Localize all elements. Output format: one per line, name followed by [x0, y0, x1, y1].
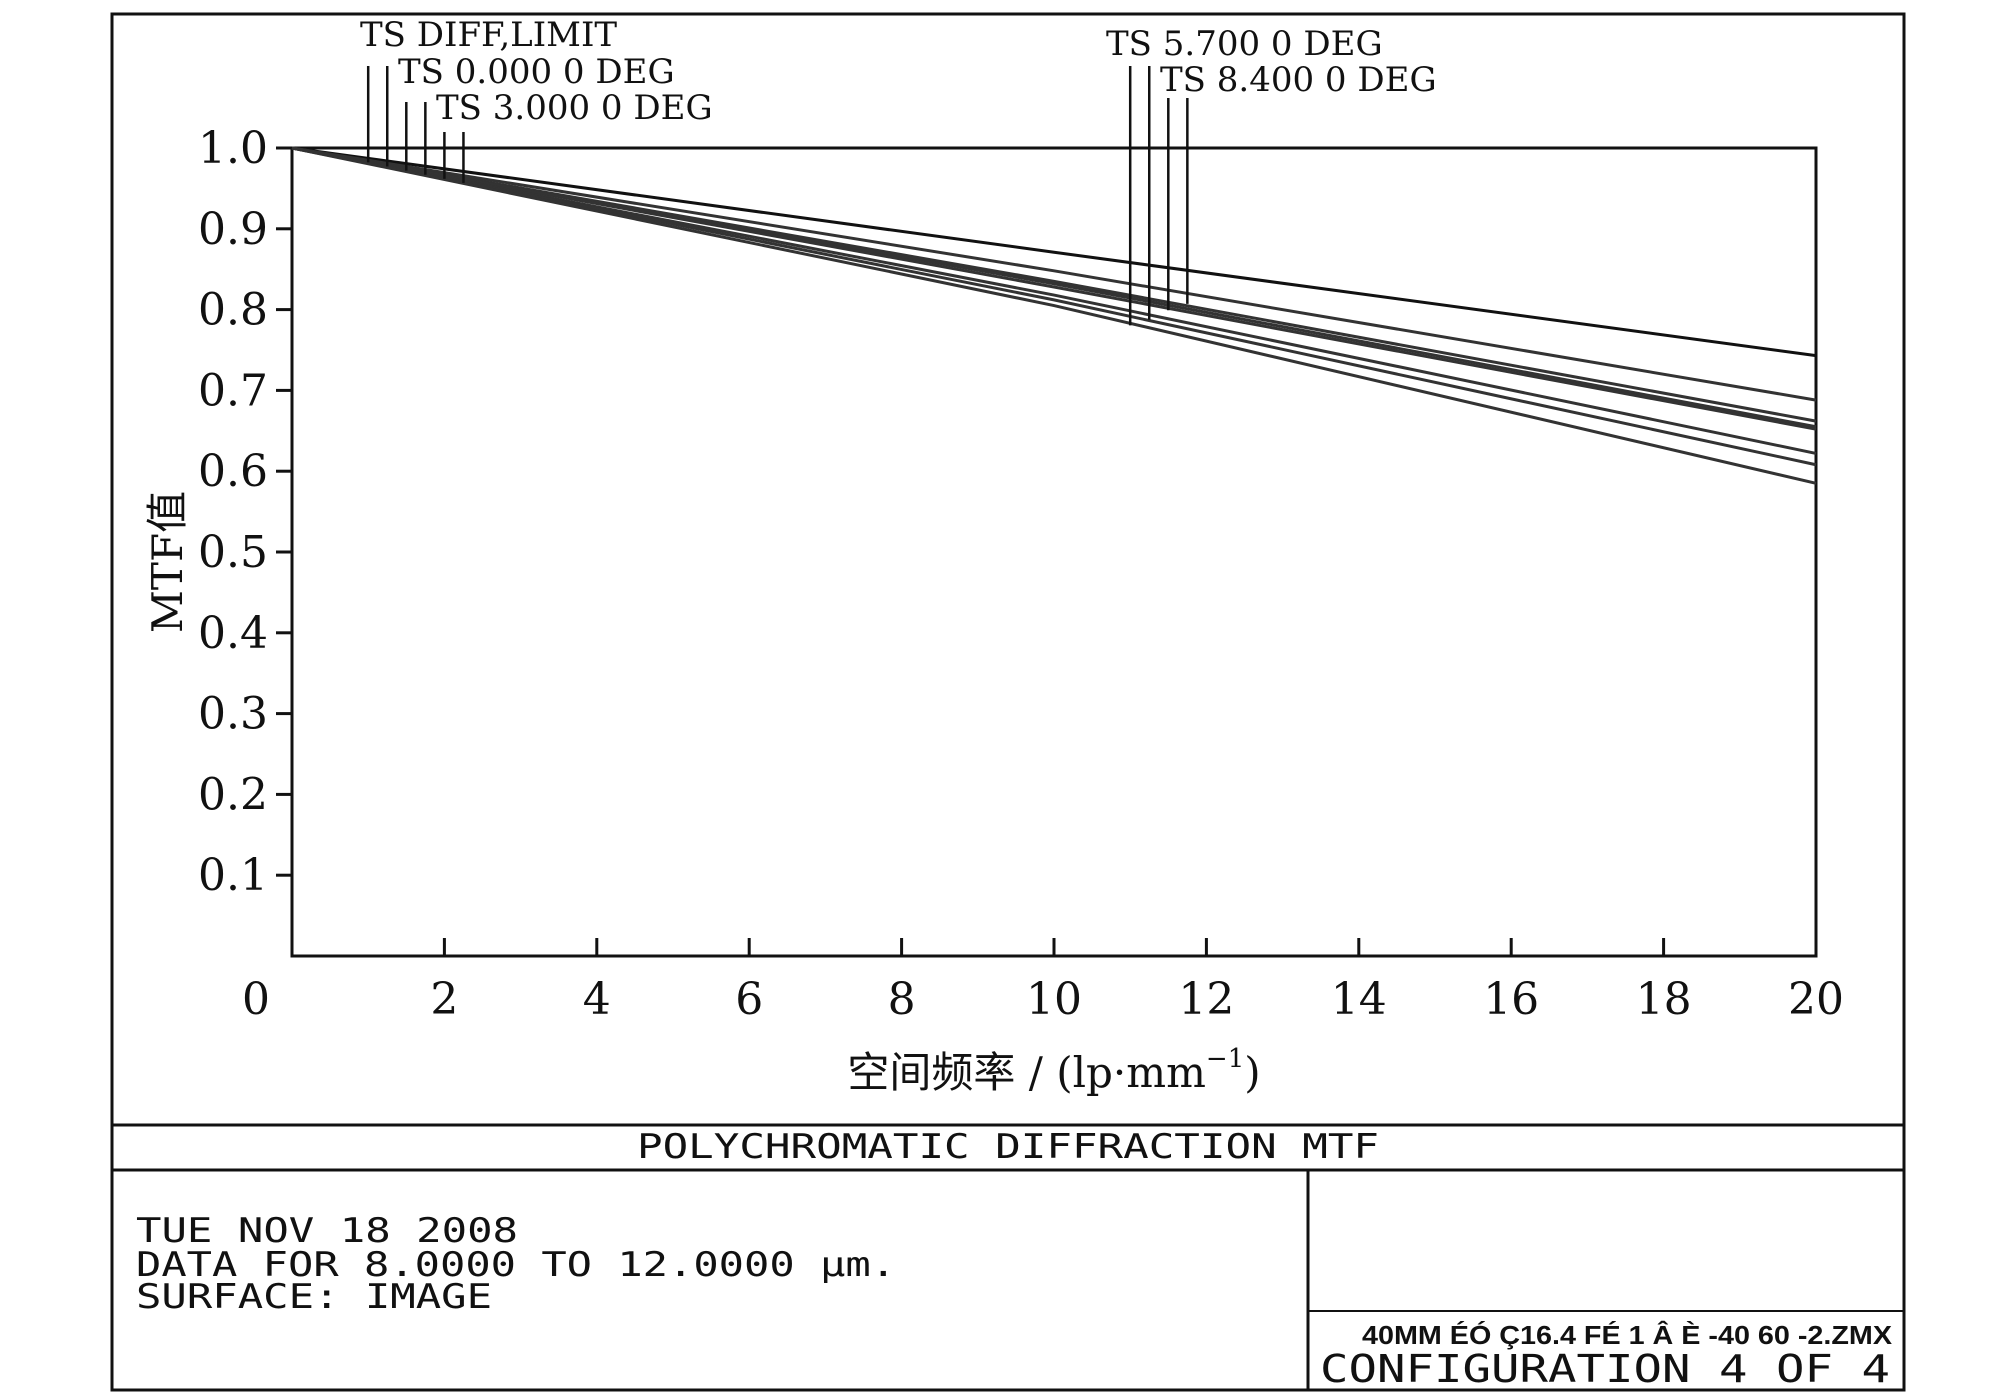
report-wavelength-range: DATA FOR 8.0000 TO 12.0000 μm.	[136, 1245, 896, 1285]
y-tick-label: 0.3	[198, 689, 268, 740]
x-axis-title-superscript: −1	[1206, 1044, 1244, 1074]
x-tick-label: 10	[1026, 974, 1082, 1025]
y-tick-label: 0.2	[198, 769, 268, 820]
x-tick-label: 0	[242, 974, 270, 1025]
chart-title: POLYCHROMATIC DIFFRACTION MTF	[637, 1127, 1379, 1167]
x-tick-label: 6	[735, 974, 763, 1025]
y-tick-label: 0.6	[198, 446, 268, 497]
x-tick-label: 14	[1331, 974, 1387, 1025]
x-tick-label: 20	[1788, 974, 1844, 1025]
x-tick-label: 8	[888, 974, 916, 1025]
y-axis-ticks	[276, 146, 292, 877]
y-tick-label: 0.7	[198, 365, 268, 416]
x-tick-label: 18	[1636, 974, 1692, 1025]
mtf-series-line	[291, 146, 1817, 455]
x-tick-label: 16	[1483, 974, 1539, 1025]
mtf-series-line	[291, 146, 1817, 358]
plot-area	[290, 146, 1818, 958]
x-axis-title: 空间频率 / (lp·mm−1)	[847, 1044, 1260, 1097]
mtf-series-line	[291, 146, 1817, 402]
y-tick-label: 0.4	[198, 608, 268, 659]
legend-label-5-7deg: TS 5.700 0 DEG	[1106, 24, 1383, 64]
legend-label-0deg: TS 0.000 0 DEG	[398, 52, 675, 92]
legend-leader-lines	[366, 66, 1189, 326]
outer-frame	[110, 12, 1906, 1392]
legend-label-diff-limit: TS DIFF,LIMIT	[360, 15, 617, 55]
y-axis-title: MTF值	[143, 491, 192, 633]
report-configuration: CONFIGURATION 4 OF 4	[1320, 1347, 1890, 1391]
x-tick-label: 4	[583, 974, 611, 1025]
report-file-line: 40MM ÉÓ Ç16.4 FÉ 1 Â È -40 60 -2.ZMX	[1362, 1320, 1893, 1350]
mtf-series-line	[291, 146, 1817, 467]
y-tick-label: 0.5	[198, 527, 268, 578]
x-axis-ticks	[442, 938, 1666, 956]
legend-label-8-4deg: TS 8.400 0 DEG	[1160, 60, 1437, 100]
y-tick-label: 0.1	[198, 850, 268, 901]
report-date: TUE NOV 18 2008	[136, 1211, 518, 1251]
y-tick-label: 0.8	[198, 285, 268, 336]
x-axis-tick-labels: 0 2 4 6 8 10 12 14 16 18 20	[242, 974, 1844, 1025]
mtf-series-lines	[291, 146, 1817, 485]
x-axis-title-close: )	[1244, 1048, 1260, 1097]
x-tick-label: 12	[1178, 974, 1234, 1025]
mtf-series-line	[291, 146, 1817, 431]
y-tick-label: 1.0	[198, 123, 268, 174]
report-surface: SURFACE: IMAGE	[136, 1277, 492, 1317]
mtf-series-line	[291, 146, 1817, 485]
y-tick-label: 0.9	[198, 204, 268, 255]
x-tick-label: 2	[430, 974, 458, 1025]
x-axis-title-main: 空间频率 / (lp·mm	[847, 1048, 1206, 1097]
y-axis-tick-labels: 0.1 0.2 0.3 0.4 0.5 0.6 0.7 0.8 0.9 1.0	[198, 123, 268, 901]
legend-label-3deg: TS 3.000 0 DEG	[436, 88, 713, 128]
